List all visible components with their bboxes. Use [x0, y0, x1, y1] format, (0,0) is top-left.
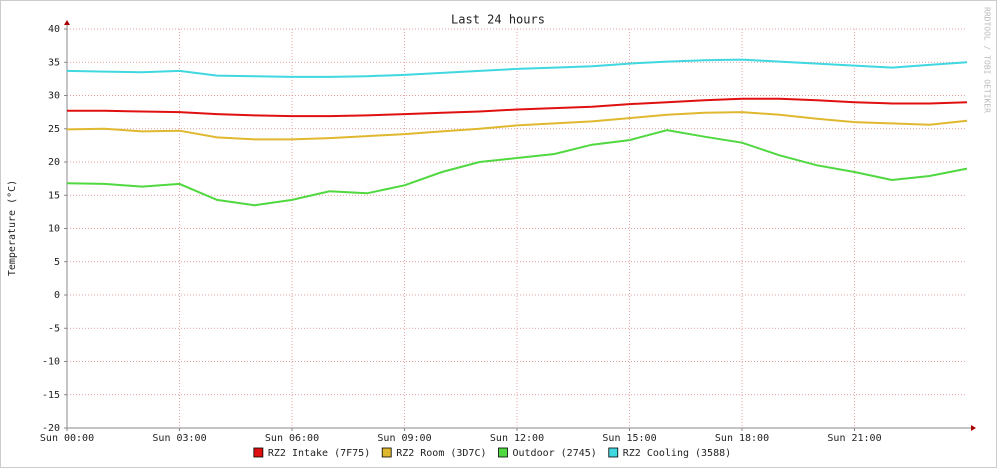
y-tick-label: -10	[42, 357, 60, 368]
legend-swatch	[608, 447, 619, 458]
series-line	[67, 97, 968, 118]
y-tick-label: 35	[48, 57, 60, 68]
x-tick-label: Sun 21:00	[827, 433, 881, 444]
y-tick-label: -20	[42, 423, 60, 434]
y-tick-label: 30	[48, 91, 60, 102]
y-tick-label: 20	[48, 157, 60, 168]
y-tick-label: 40	[48, 24, 60, 35]
legend-label: RZ2 Intake (7F75)	[268, 448, 370, 459]
series-line	[66, 111, 968, 141]
y-tick-label: 0	[54, 290, 60, 301]
legend-swatch	[253, 447, 264, 458]
x-tick-label: Sun 15:00	[602, 433, 656, 444]
legend-swatch	[498, 447, 508, 458]
y-tick-label: -15	[42, 390, 60, 401]
y-axis-label: Temperature (°C)	[7, 180, 18, 276]
y-tick-label: 5	[54, 257, 60, 268]
y-tick-label: 25	[48, 124, 60, 135]
x-tick-label: Sun 09:00	[377, 433, 431, 444]
series-line	[66, 58, 968, 78]
x-tick-label: Sun 12:00	[490, 433, 544, 444]
watermark: RRDTOOL / TOBI OETIKER	[983, 7, 992, 113]
axis-arrow	[64, 20, 70, 25]
x-tick-label: Sun 18:00	[715, 433, 769, 444]
y-tick-label: 15	[48, 190, 60, 201]
chart-title: Last 24 hours	[451, 13, 545, 27]
legend-swatch	[381, 447, 392, 458]
legend-label: RZ2 Cooling (3588)	[623, 448, 731, 459]
legend-label: RZ2 Room (3D7C)	[396, 448, 486, 459]
y-tick-label: 10	[48, 224, 60, 235]
axis-arrow	[971, 425, 976, 431]
x-tick-label: Sun 00:00	[40, 433, 94, 444]
legend-label: Outdoor (2745)	[513, 448, 597, 459]
series-line	[66, 129, 968, 207]
y-tick-label: -5	[48, 323, 60, 334]
x-tick-label: Sun 06:00	[265, 433, 319, 444]
x-tick-label: Sun 03:00	[152, 433, 206, 444]
